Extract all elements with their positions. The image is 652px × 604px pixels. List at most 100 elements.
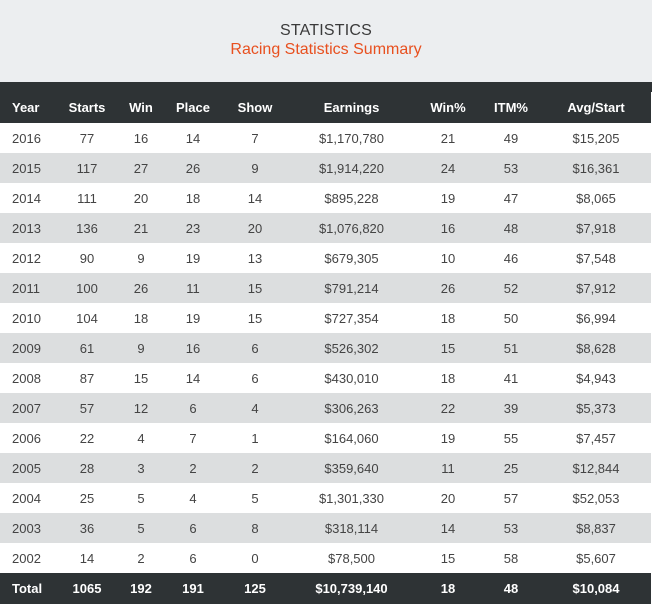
cell-starts: 22 — [79, 430, 95, 446]
table-total-row: Total 1065 192 191 125 $10,739,140 18 48… — [0, 573, 651, 604]
cell-earnings: $318,114 — [324, 520, 379, 536]
column-header-itm-pct: ITM% — [494, 100, 528, 115]
cell-earnings: $791,214 — [324, 280, 379, 296]
cell-show: 5 — [251, 490, 259, 506]
cell-starts: 28 — [79, 460, 95, 476]
cell-year: 2010 — [12, 310, 41, 326]
cell-itm-pct: 55 — [503, 430, 519, 446]
table-row: 2005 28 3 2 2 $359,640 11 25 $12,844 — [0, 453, 651, 483]
cell-win: 9 — [137, 250, 145, 266]
total-show: 125 — [244, 581, 266, 596]
cell-avg-start: $7,918 — [576, 220, 616, 236]
cell-itm-pct: 46 — [503, 250, 519, 266]
total-itm-pct: 48 — [503, 581, 519, 596]
cell-year: 2016 — [12, 130, 41, 146]
cell-itm-pct: 58 — [503, 550, 519, 566]
cell-show: 15 — [247, 280, 263, 296]
cell-avg-start: $12,844 — [572, 460, 620, 476]
cell-win: 21 — [133, 220, 149, 236]
cell-year: 2003 — [12, 520, 41, 536]
cell-place: 19 — [185, 250, 201, 266]
cell-win-pct: 19 — [440, 430, 456, 446]
cell-place: 14 — [185, 370, 201, 386]
page-title: STATISTICS — [279, 22, 373, 39]
table-row: 2003 36 5 6 8 $318,114 14 53 $8,837 — [0, 513, 651, 543]
cell-itm-pct: 39 — [503, 400, 519, 416]
cell-place: 2 — [189, 460, 197, 476]
table-row: 2009 61 9 16 6 $526,302 15 51 $8,628 — [0, 333, 651, 363]
racing-stats-table: Year Starts Win Place Show Earnings Win%… — [0, 92, 651, 604]
cell-earnings: $306,263 — [324, 400, 379, 416]
cell-win: 15 — [133, 370, 149, 386]
table-body: 2016 77 16 14 7 $1,170,780 21 49 $15,205 2015 117 2… — [0, 123, 651, 573]
cell-earnings: $1,301,330 — [318, 490, 385, 506]
cell-earnings: $526,302 — [324, 340, 379, 356]
cell-place: 18 — [185, 190, 201, 206]
cell-itm-pct: 51 — [503, 340, 519, 356]
table-row: 2014 111 20 18 14 $895,228 19 47 $8,065 — [0, 183, 651, 213]
cell-starts: 36 — [79, 520, 95, 536]
column-header-starts: Starts — [68, 100, 106, 115]
cell-place: 6 — [189, 550, 197, 566]
cell-show: 8 — [251, 520, 259, 536]
total-win-pct: 18 — [440, 581, 456, 596]
cell-year: 2008 — [12, 370, 41, 386]
cell-avg-start: $8,837 — [576, 520, 616, 536]
cell-avg-start: $16,361 — [572, 160, 620, 176]
column-header-avg-start: Avg/Start — [567, 100, 625, 115]
cell-place: 16 — [185, 340, 201, 356]
table-row: 2016 77 16 14 7 $1,170,780 21 49 $15,205 — [0, 123, 651, 153]
cell-avg-start: $4,943 — [576, 370, 616, 386]
cell-avg-start: $5,373 — [576, 400, 616, 416]
table-header-row: Year Starts Win Place Show Earnings Win%… — [0, 92, 651, 123]
cell-avg-start: $7,548 — [576, 250, 616, 266]
cell-win: 27 — [133, 160, 149, 176]
cell-win: 9 — [137, 340, 145, 356]
cell-win-pct: 22 — [440, 400, 456, 416]
cell-win: 5 — [137, 520, 145, 536]
table-row: 2004 25 5 4 5 $1,301,330 20 57 $52,053 — [0, 483, 651, 513]
cell-avg-start: $8,628 — [576, 340, 616, 356]
total-avg-start: $10,084 — [572, 581, 620, 596]
total-place: 191 — [182, 581, 204, 596]
table-row: 2002 14 2 6 0 $78,500 15 58 $5,607 — [0, 543, 651, 573]
cell-year: 2014 — [12, 190, 41, 206]
column-header-show: Show — [237, 100, 273, 115]
cell-starts: 57 — [79, 400, 95, 416]
cell-itm-pct: 52 — [503, 280, 519, 296]
cell-itm-pct: 41 — [503, 370, 519, 386]
cell-itm-pct: 50 — [503, 310, 519, 326]
cell-itm-pct: 53 — [503, 160, 519, 176]
cell-place: 26 — [185, 160, 201, 176]
column-header-earnings: Earnings — [323, 100, 380, 115]
cell-win-pct: 26 — [440, 280, 456, 296]
cell-year: 2015 — [12, 160, 41, 176]
cell-win: 26 — [133, 280, 149, 296]
cell-earnings: $78,500 — [328, 550, 375, 566]
column-header-win: Win — [129, 100, 153, 115]
cell-show: 20 — [247, 220, 263, 236]
cell-win: 4 — [137, 430, 145, 446]
cell-starts: 117 — [76, 160, 98, 176]
cell-year: 2007 — [12, 400, 41, 416]
table-row: 2007 57 12 6 4 $306,263 22 39 $5,373 — [0, 393, 651, 423]
cell-starts: 14 — [79, 550, 95, 566]
table-row: 2015 117 27 26 9 $1,914,220 24 53 $16,361 — [0, 153, 651, 183]
cell-place: 14 — [185, 130, 201, 146]
cell-itm-pct: 47 — [503, 190, 519, 206]
cell-starts: 90 — [79, 250, 95, 266]
header-divider — [0, 82, 652, 92]
cell-earnings: $1,076,820 — [318, 220, 385, 236]
total-earnings: $10,739,140 — [315, 581, 388, 596]
cell-win-pct: 10 — [440, 250, 456, 266]
cell-itm-pct: 48 — [503, 220, 519, 236]
cell-place: 6 — [189, 400, 197, 416]
cell-itm-pct: 49 — [503, 130, 519, 146]
table-row: 2011 100 26 11 15 $791,214 26 52 $7,912 — [0, 273, 651, 303]
cell-show: 4 — [251, 400, 259, 416]
cell-place: 11 — [186, 280, 200, 296]
cell-itm-pct: 25 — [503, 460, 519, 476]
cell-avg-start: $6,994 — [576, 310, 616, 326]
cell-year: 2011 — [12, 280, 40, 296]
cell-win: 3 — [137, 460, 145, 476]
